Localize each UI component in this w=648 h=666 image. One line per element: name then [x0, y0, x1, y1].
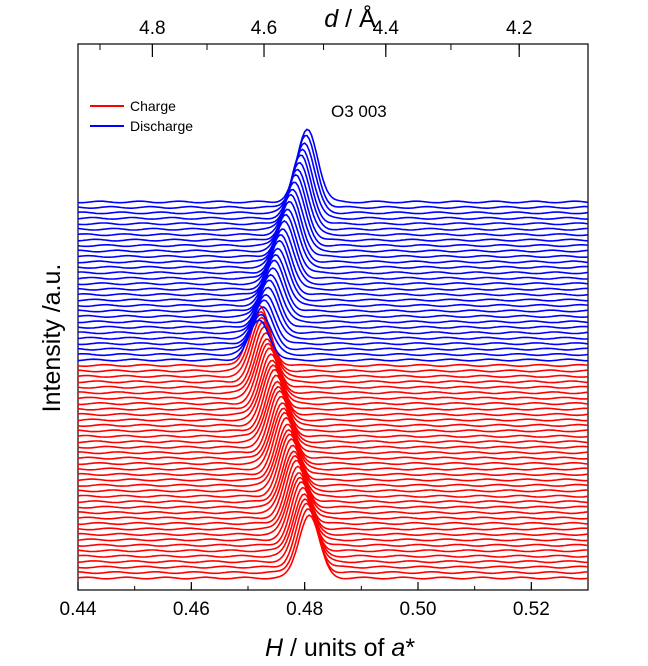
charge-trace [77, 514, 589, 580]
x-tick-label: 0.44 [60, 599, 97, 620]
x-tick-label: 0.46 [173, 599, 210, 620]
charge-trace [78, 402, 589, 466]
charge-trace [77, 380, 589, 444]
discharge-trace [77, 306, 588, 351]
discharge-trace [77, 247, 589, 302]
discharge-trace [77, 161, 589, 231]
discharge-trace [78, 286, 589, 335]
charge-trace [77, 476, 588, 542]
charge-trace [77, 338, 589, 400]
discharge-trace [78, 200, 589, 264]
charge-trace [77, 316, 589, 378]
discharge-trace [78, 273, 589, 324]
charge-trace [77, 502, 589, 569]
discharge-trace [78, 128, 589, 204]
charge-trace [77, 508, 589, 575]
discharge-trace [77, 208, 589, 269]
x-tick-label: 0.50 [400, 599, 437, 620]
charge-trace [77, 438, 589, 504]
discharge-trace [77, 193, 589, 258]
discharge-trace [77, 142, 589, 215]
charge-trace [77, 347, 588, 411]
axes-layer: 0.44 0.46 0.48 0.50 0.52 4.8 4.6 4.4 4.2 [60, 18, 589, 620]
charge-trace [77, 455, 589, 520]
charge-trace [77, 342, 589, 406]
top-tick-label: 4.4 [373, 18, 400, 39]
charge-trace [77, 364, 589, 428]
discharge-trace [77, 188, 589, 253]
charge-trace [77, 374, 589, 438]
top-axis-title: d / Å [324, 3, 376, 33]
discharge-trace [77, 168, 589, 237]
charge-trace [77, 465, 589, 531]
legend: Charge Discharge [90, 98, 193, 134]
charge-trace [77, 407, 589, 471]
top-tick-label: 4.2 [506, 18, 532, 39]
peak-annotation: O3 003 [331, 102, 387, 121]
discharge-trace [77, 134, 589, 210]
charge-trace [78, 390, 589, 455]
charge-trace [77, 486, 588, 553]
charge-trace [77, 498, 589, 564]
charge-trace [78, 331, 589, 395]
discharge-trace [77, 319, 589, 362]
x-tick-label: 0.48 [286, 599, 323, 620]
charge-trace [77, 304, 589, 367]
discharge-trace [77, 313, 589, 357]
charge-trace [77, 493, 589, 558]
charge-trace [77, 423, 589, 487]
charge-trace [77, 311, 589, 373]
charge-trace [77, 444, 589, 509]
discharge-trace [77, 181, 589, 248]
top-tick-label: 4.6 [251, 18, 277, 39]
discharge-trace [77, 259, 589, 313]
charge-trace [77, 359, 588, 422]
discharge-trace [77, 234, 588, 291]
charge-trace [77, 433, 589, 498]
charge-trace [77, 411, 589, 476]
y-axis-title: Intensity /a.u. [38, 264, 66, 413]
discharge-trace [77, 293, 589, 340]
charge-trace [77, 416, 588, 482]
charge-trace [77, 325, 589, 389]
discharge-trace [77, 228, 589, 286]
charge-trace [77, 386, 589, 449]
charge-trace [77, 481, 589, 547]
x-axis-title: H / units of a* [265, 634, 415, 662]
charge-trace [77, 321, 589, 384]
top-tick-label: 4.8 [139, 18, 165, 39]
series-layer [77, 128, 589, 580]
legend-charge-label: Charge [130, 98, 176, 114]
discharge-trace [77, 239, 589, 297]
discharge-trace [77, 154, 589, 226]
legend-discharge-label: Discharge [130, 118, 193, 134]
discharge-trace [77, 173, 589, 242]
charge-trace [77, 353, 589, 417]
charge-trace [77, 472, 589, 537]
discharge-trace [77, 220, 588, 280]
discharge-trace [77, 253, 589, 308]
discharge-trace [77, 267, 589, 319]
discharge-trace [77, 279, 589, 329]
discharge-trace [77, 148, 588, 220]
charge-trace [77, 428, 589, 493]
charge-trace [77, 450, 589, 515]
charge-trace [78, 459, 589, 526]
x-tick-label: 0.52 [513, 599, 550, 620]
charge-trace [77, 368, 589, 433]
discharge-trace [77, 299, 589, 346]
charge-trace [77, 395, 589, 460]
discharge-trace [77, 213, 589, 275]
